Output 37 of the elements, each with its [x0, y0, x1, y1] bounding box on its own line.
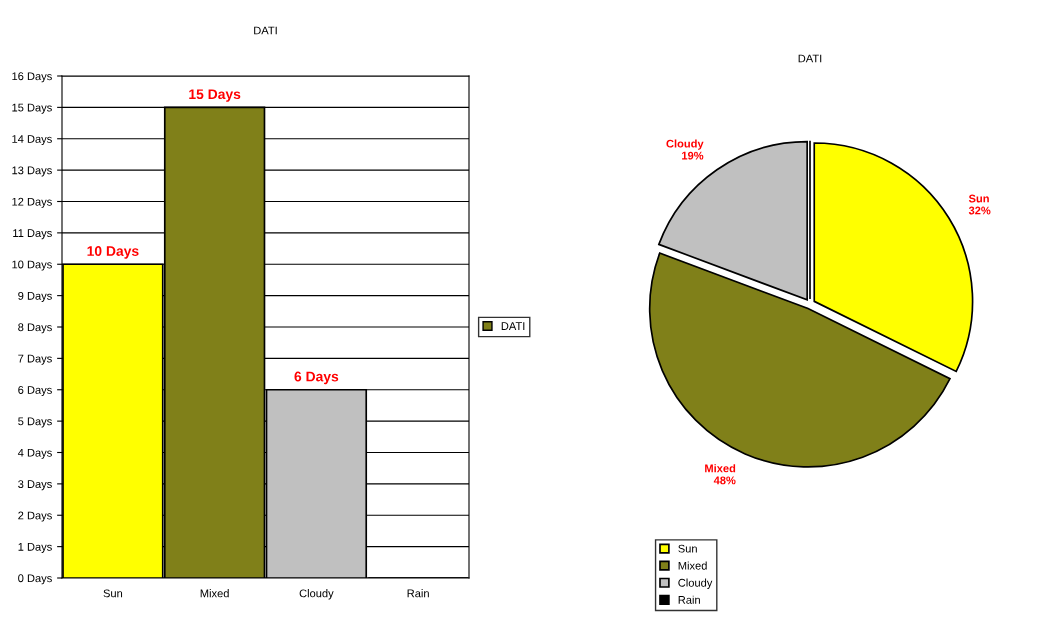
legend-label: Cloudy [678, 578, 713, 589]
data-label: 15 Days [189, 89, 241, 102]
y-tick-label: 7 Days [18, 354, 52, 365]
data-label: 10 Days [87, 246, 139, 259]
data-label: 6 Days [294, 371, 339, 385]
x-tick-label: Rain [407, 589, 429, 598]
y-tick-label: 12 Days [12, 197, 52, 208]
y-tick-label: 9 Days [18, 291, 52, 302]
y-tick-label: 13 Days [12, 166, 52, 177]
y-tick-label: 8 Days [18, 323, 52, 334]
y-tick-label: 6 Days [18, 386, 52, 397]
y-tick-label: 11 Days [13, 229, 52, 240]
y-tick-label: 3 Days [18, 480, 52, 491]
slice-label: Cloudy [666, 139, 704, 150]
slice-label: Sun [968, 194, 989, 203]
y-tick-label: 0 Days [18, 574, 52, 585]
slice-label: Mixed [705, 464, 736, 473]
y-tick-label: 14 Days [12, 135, 52, 146]
x-tick-label: Cloudy [299, 589, 334, 600]
data-label: 19% [682, 151, 704, 160]
data-label: 32% [968, 206, 991, 215]
legend-label: Mixed [678, 561, 707, 570]
legend-label: DATI [501, 322, 525, 330]
x-tick-label: Sun [103, 589, 123, 598]
y-tick-label: 5 Days [18, 417, 52, 428]
y-tick-label: 16 Days [12, 72, 52, 83]
y-tick-label: 2 Days [18, 511, 52, 522]
legend-label: Rain [678, 595, 700, 604]
legend-label: Sun [678, 544, 697, 553]
data-label: 48% [713, 476, 736, 485]
y-tick-label: 15 Days [12, 103, 52, 114]
y-tick-label: 10 Days [12, 260, 52, 271]
y-tick-label: 1 Days [18, 543, 52, 553]
chart-title: DATI [798, 54, 822, 63]
y-tick-label: 4 Days [17, 448, 52, 459]
x-tick-label: Mixed [200, 589, 229, 598]
chart-title: DATI [254, 26, 277, 35]
